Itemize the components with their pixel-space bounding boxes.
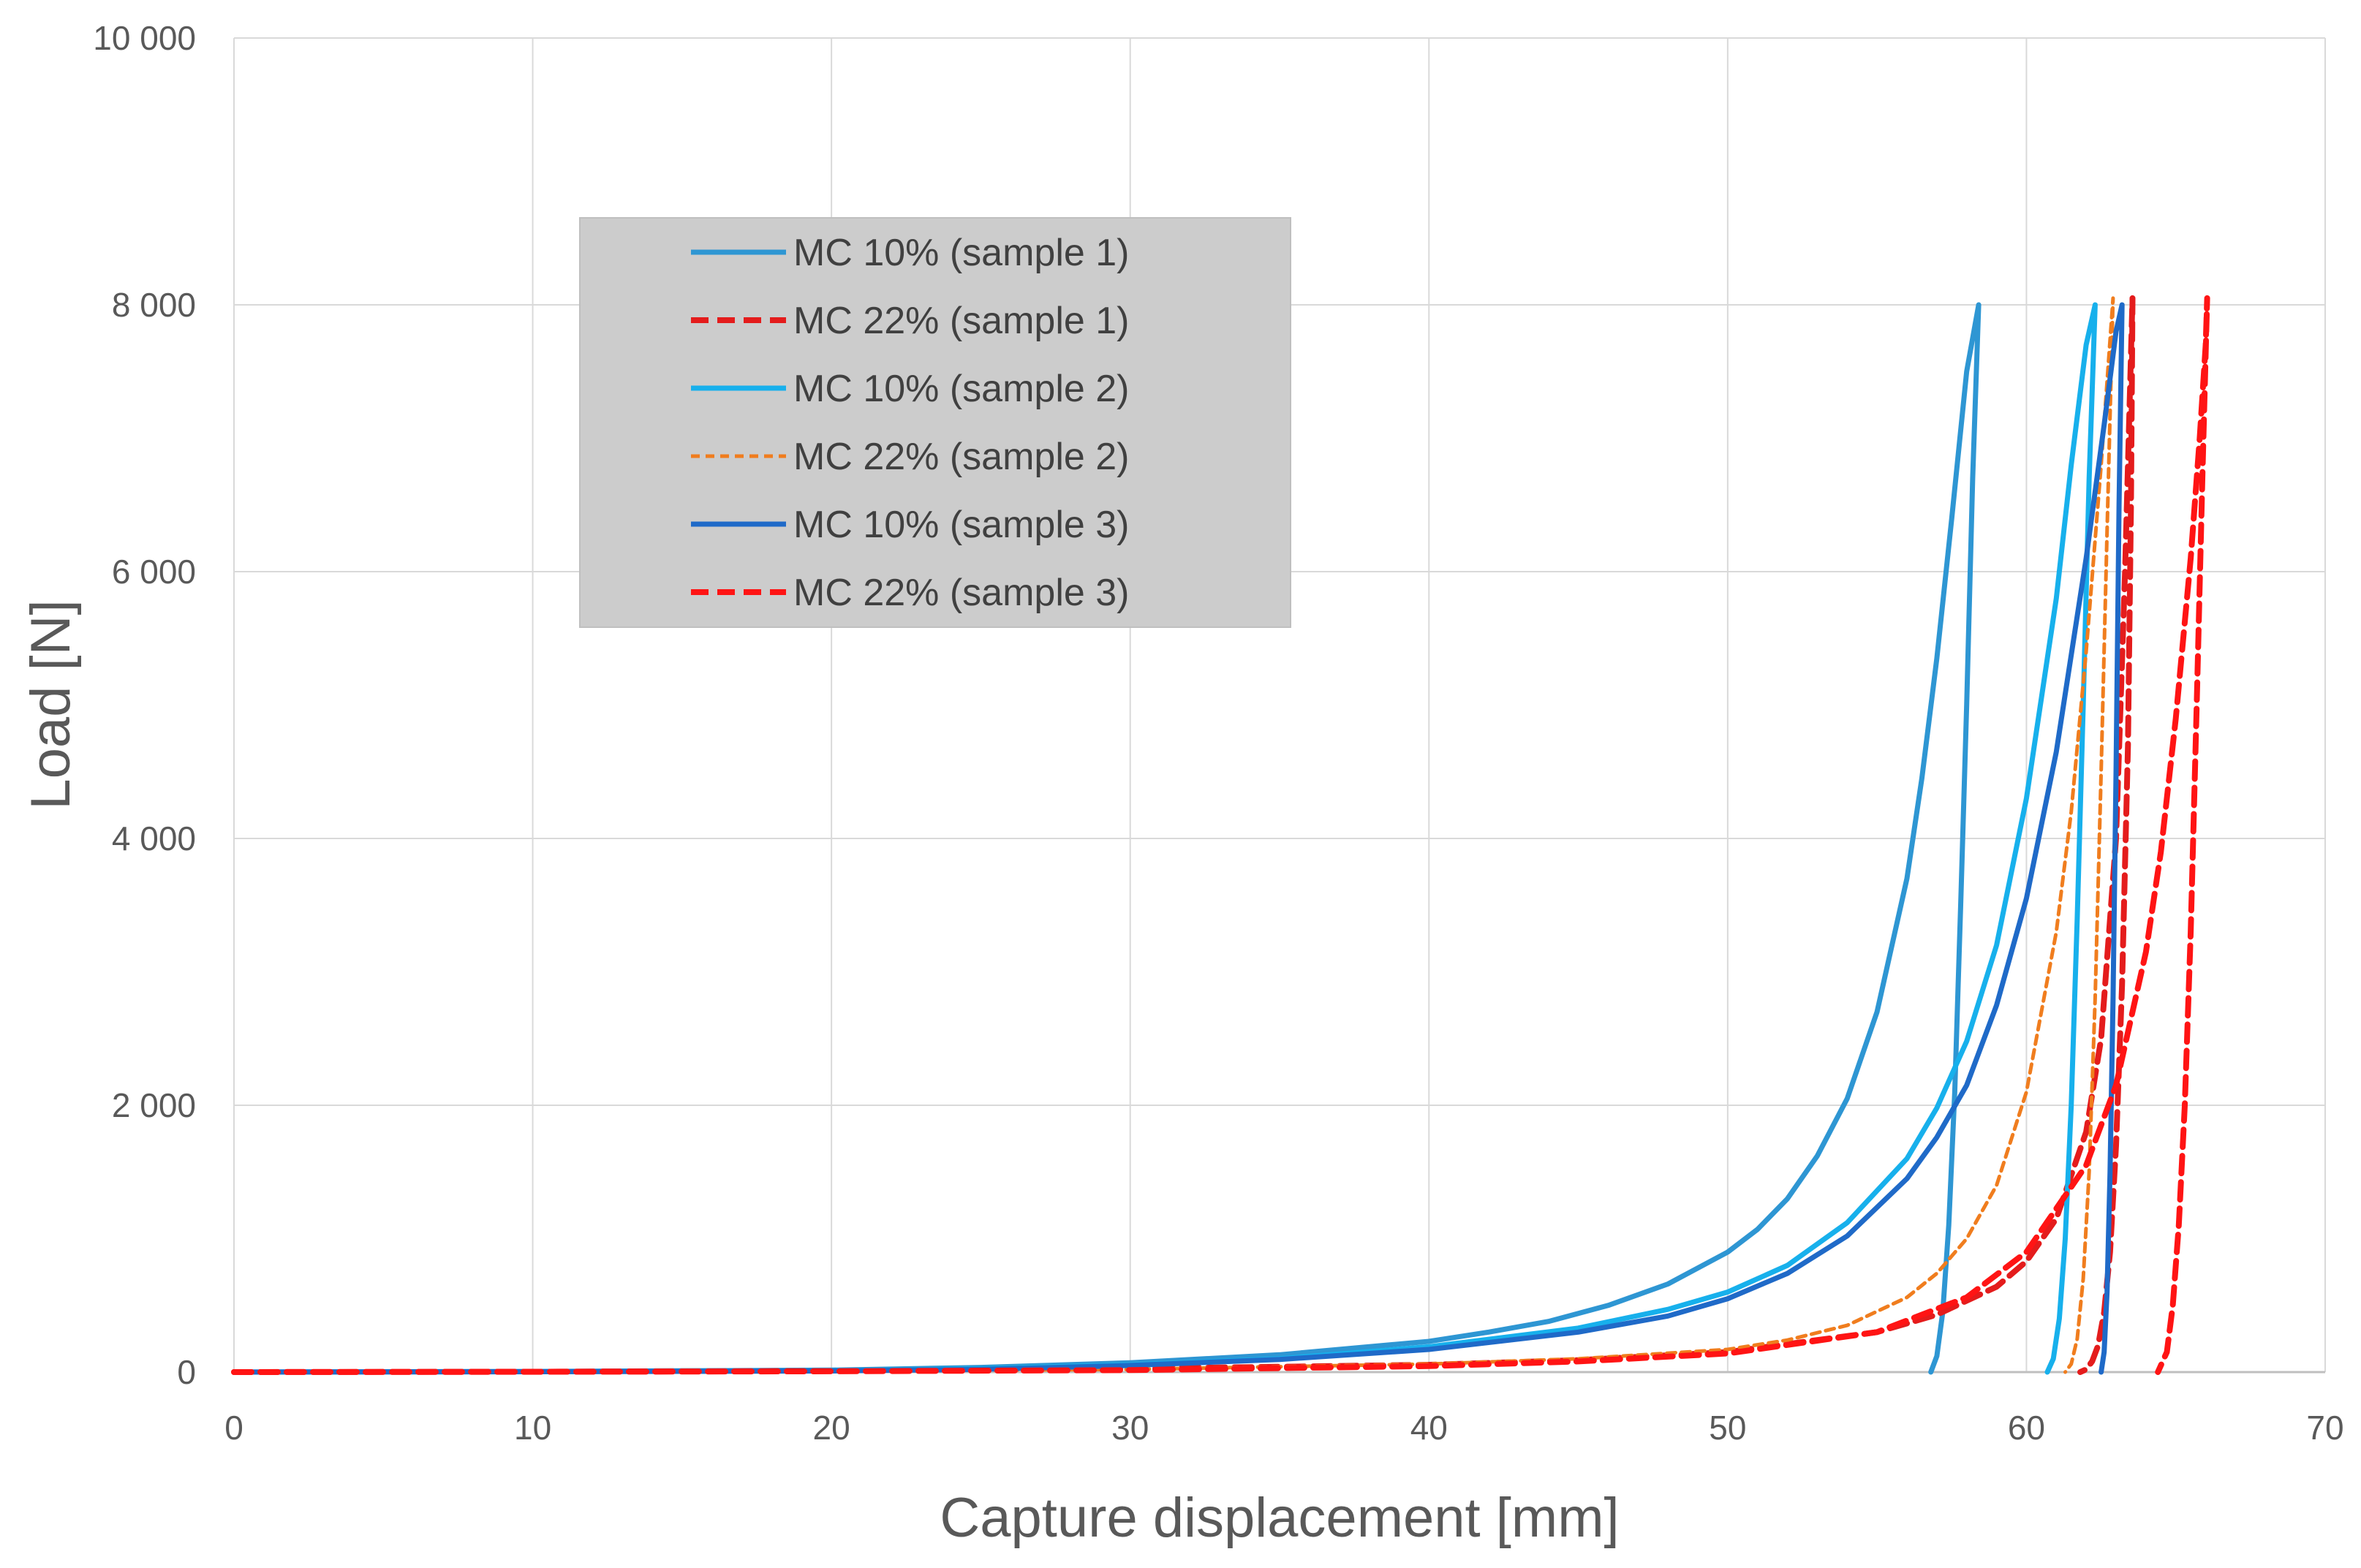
legend-label: MC 10% (sample 2) <box>793 368 1129 410</box>
y-tick-label: 4 000 <box>112 819 196 857</box>
series-lines <box>231 295 2210 1375</box>
x-tick-label: 30 <box>1111 1409 1149 1447</box>
x-tick-label: 70 <box>2306 1409 2343 1447</box>
x-tick-label: 0 <box>224 1409 243 1447</box>
legend-label: MC 10% (sample 1) <box>793 232 1129 274</box>
legend-label: MC 22% (sample 2) <box>793 436 1129 478</box>
x-axis-title: Capture displacement [mm] <box>940 1487 1619 1549</box>
y-axis-title: Load [N] <box>20 599 82 809</box>
legend-label: MC 22% (sample 3) <box>793 572 1129 614</box>
legend-background <box>579 217 1291 628</box>
series-line <box>231 302 1982 1375</box>
x-tick-label: 60 <box>2008 1409 2045 1447</box>
legend-label: MC 22% (sample 1) <box>793 300 1129 342</box>
legend: MC 10% (sample 1) MC 22% (sample 1) MC 10%… <box>579 217 1291 628</box>
y-tick-label: 8 000 <box>112 286 196 324</box>
y-tick-label: 2 000 <box>112 1086 196 1124</box>
x-tick-label: 40 <box>1410 1409 1448 1447</box>
axes: 0 10 20 30 40 50 60 70 0 2 000 4 000 6 000 8 000 10 0… <box>93 19 2343 1447</box>
legend-label: MC 10% (sample 3) <box>793 504 1129 546</box>
y-tick-label: 10 000 <box>93 19 196 57</box>
y-tick-label: 0 <box>177 1353 196 1391</box>
series-line <box>231 295 2210 1375</box>
y-tick-label: 6 000 <box>112 553 196 591</box>
series-line <box>231 302 2125 1375</box>
x-tick-label: 20 <box>813 1409 850 1447</box>
x-tick-label: 10 <box>514 1409 551 1447</box>
x-tick-label: 50 <box>1709 1409 1746 1447</box>
